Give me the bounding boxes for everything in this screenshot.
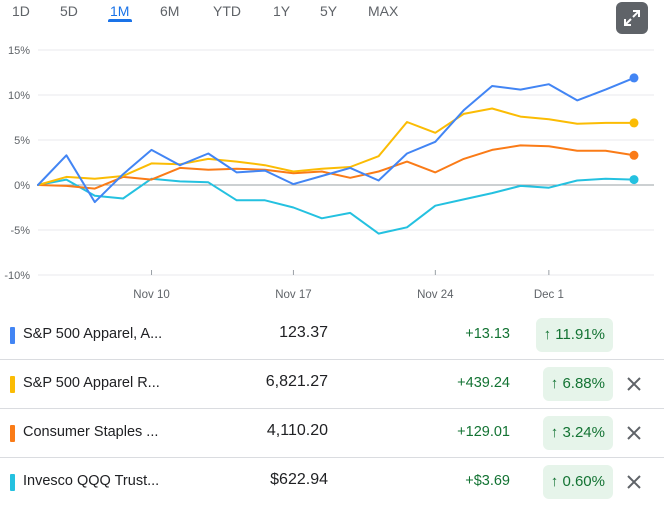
change-value: +439.24	[457, 375, 510, 391]
arrow-up-icon: ↑	[550, 473, 559, 490]
change-value: +13.13	[465, 326, 510, 342]
price-value: 123.37	[279, 324, 328, 341]
percent-change: 0.60%	[562, 473, 605, 490]
y-tick-label: 5%	[14, 135, 30, 147]
x-tick-label: Nov 24	[417, 289, 454, 300]
x-tick-label: Nov 17	[275, 289, 311, 300]
arrow-up-icon: ↑	[550, 424, 559, 441]
percent-change-badge: ↑ 11.91%	[535, 318, 613, 352]
change-value: +$3.69	[465, 473, 510, 489]
security-name: S&P 500 Apparel, A...	[23, 326, 163, 342]
percent-change-badge: ↑ 3.24%	[542, 416, 613, 450]
row-divider	[0, 359, 664, 360]
security-name: Invesco QQQ Trust...	[23, 473, 160, 489]
close-icon	[627, 377, 641, 391]
percent-change-badge: ↑ 0.60%	[542, 465, 613, 499]
line-chart: 15% 10% 5% 0% -5% -10% Nov 10 Nov 17 Nov 24 Dec 1	[4, 45, 654, 300]
y-tick-label: 0%	[14, 180, 30, 192]
tab-6m[interactable]: 6M	[160, 3, 180, 19]
y-tick-label: 10%	[8, 90, 30, 102]
tab-max[interactable]: MAX	[368, 3, 399, 19]
remove-button[interactable]	[624, 423, 644, 443]
tab-5d[interactable]: 5D	[60, 3, 78, 19]
remove-button[interactable]	[624, 374, 644, 394]
expand-button[interactable]	[616, 2, 648, 34]
table-row[interactable]: Consumer Staples ... 4,110.20 +129.01 ↑ 3.2…	[0, 409, 664, 457]
series-line	[37, 177, 635, 235]
close-icon	[627, 426, 641, 440]
series-color-swatch	[10, 376, 15, 393]
series-end-point	[629, 73, 639, 83]
tab-ytd[interactable]: YTD	[213, 3, 241, 19]
x-tick-label: Nov 10	[133, 289, 169, 300]
table-row[interactable]: S&P 500 Apparel R... 6,821.27 +439.24 ↑ 6.8…	[0, 360, 664, 408]
percent-change-badge: ↑ 6.88%	[542, 367, 613, 401]
y-tick-label: -5%	[10, 225, 30, 237]
series-end-point	[629, 150, 639, 160]
active-tab-indicator	[108, 19, 132, 22]
percent-change: 6.88%	[562, 375, 605, 392]
table-row[interactable]: Invesco QQQ Trust... $622.94 +$3.69 ↑ 0.60%	[0, 458, 664, 506]
security-name: Consumer Staples ...	[23, 424, 159, 440]
security-name: S&P 500 Apparel R...	[23, 375, 160, 391]
tab-1y[interactable]: 1Y	[273, 3, 291, 19]
series-line	[37, 144, 635, 190]
table-row[interactable]: S&P 500 Apparel, A... 123.37 +13.13 ↑ 11.91…	[0, 311, 664, 359]
price-value: 6,821.27	[265, 373, 328, 390]
y-tick-label: 15%	[8, 45, 30, 57]
percent-change: 3.24%	[562, 424, 605, 441]
tab-1m[interactable]: 1M	[110, 3, 130, 19]
series-end-point	[629, 175, 639, 185]
series-color-swatch	[10, 425, 15, 442]
tab-5y[interactable]: 5Y	[320, 3, 338, 19]
row-divider	[0, 457, 664, 458]
series-color-swatch	[10, 327, 15, 344]
expand-icon	[624, 10, 640, 26]
price-value: $622.94	[270, 471, 328, 488]
y-tick-label: -10%	[4, 270, 30, 282]
series-color-swatch	[10, 474, 15, 491]
percent-change: 11.91%	[555, 326, 605, 343]
range-tabs: 1D 5D 1M 6M YTD 1Y 5Y MAX	[0, 0, 600, 30]
series-line	[37, 76, 635, 204]
arrow-up-icon: ↑	[543, 326, 552, 343]
price-value: 4,110.20	[266, 422, 328, 439]
row-divider	[0, 408, 664, 409]
x-tick-label: Dec 1	[534, 289, 564, 300]
remove-button[interactable]	[624, 472, 644, 492]
close-icon	[627, 475, 641, 489]
tab-1d[interactable]: 1D	[12, 3, 30, 19]
series-end-point	[629, 118, 639, 128]
change-value: +129.01	[457, 424, 510, 440]
series-line	[37, 107, 635, 186]
arrow-up-icon: ↑	[550, 375, 559, 392]
